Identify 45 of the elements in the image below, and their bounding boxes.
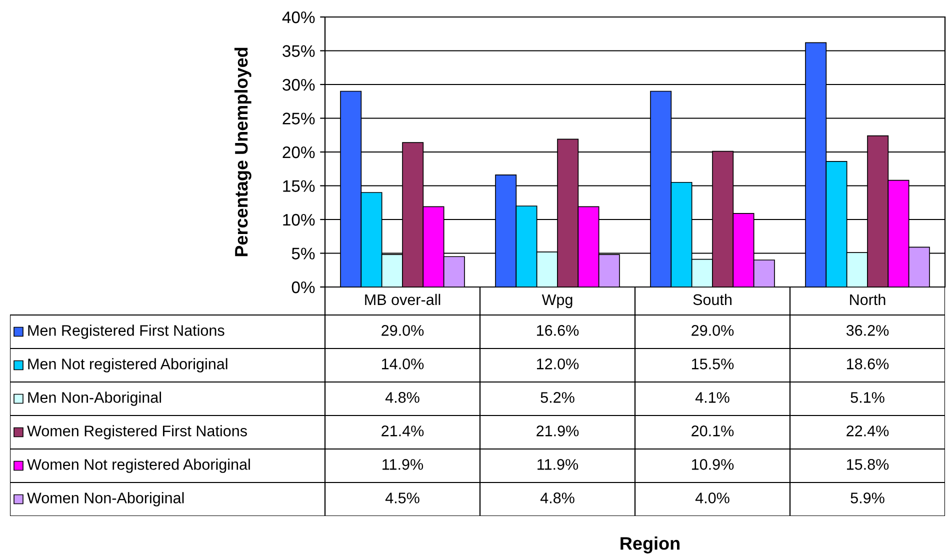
legend-label: Women Non-Aboriginal <box>27 492 184 506</box>
data-label: 29.0% <box>382 325 424 336</box>
data-label: 18.6% <box>847 358 889 370</box>
legend-label: Women Registered First Nations <box>27 425 247 440</box>
data-label: 21.9% <box>536 426 579 436</box>
data-label: 21.4% <box>382 426 424 436</box>
data-label: 20.1% <box>692 426 734 436</box>
text: Region <box>620 536 680 554</box>
legend-label: Men Non-Aboriginal <box>28 392 161 406</box>
data-label: 29.0% <box>692 325 734 336</box>
data-label: 16.6% <box>537 325 579 336</box>
data-label: 5.1% <box>850 392 884 403</box>
data-label: 4.0% <box>695 492 730 504</box>
legend-label: Men Registered First Nations <box>28 324 224 339</box>
data-label: 36.2% <box>846 325 889 336</box>
x-tick-label: North <box>850 294 886 306</box>
data-label: 10.9% <box>692 459 734 470</box>
data-label: 12.0% <box>537 358 579 370</box>
data-label: 5.9% <box>850 492 884 504</box>
data-label: 4.1% <box>695 392 730 403</box>
x-tick-label: Wpg <box>542 294 572 308</box>
y-tick-label: 10% <box>283 214 315 226</box>
data-label: 11.9% <box>538 459 578 470</box>
x-tick-label: MB over-all <box>365 294 440 306</box>
y-tick-label: 0% <box>292 281 315 294</box>
legend-label: Women Not registered Aboriginal <box>27 458 250 473</box>
data-label: 4.8% <box>385 392 420 403</box>
y-tick-label: 20% <box>282 146 315 158</box>
y-tick-label: 5% <box>292 248 315 260</box>
y-tick-label: 30% <box>282 78 315 91</box>
y-tick-label: 35% <box>282 45 315 57</box>
y-axis-title: Percentage Unemployed <box>234 48 252 256</box>
y-tick-label: 40% <box>282 11 315 24</box>
y-tick-label: 25% <box>282 112 315 124</box>
data-label: 5.2% <box>540 392 574 403</box>
y-tick-label: 15% <box>283 180 315 192</box>
data-label: 22.4% <box>846 426 889 436</box>
data-label: 14.0% <box>382 358 424 370</box>
legend-label: Men Not registered Aboriginal <box>28 358 228 372</box>
data-label: 15.5% <box>692 358 734 370</box>
x-tick-label: South <box>693 294 732 306</box>
data-label: 4.5% <box>385 492 420 504</box>
data-label: 15.8% <box>847 459 889 470</box>
data-label: 11.9% <box>382 459 424 470</box>
data-label: 4.8% <box>540 492 574 504</box>
